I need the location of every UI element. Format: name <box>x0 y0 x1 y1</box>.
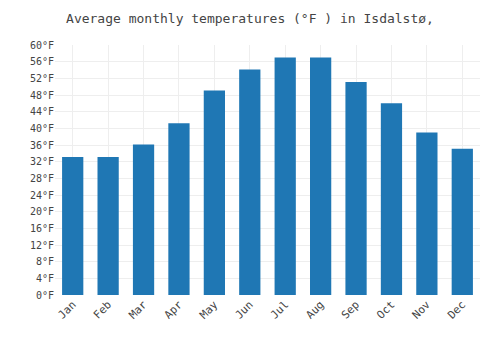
svg-text:40°F: 40°F <box>30 123 54 134</box>
svg-text:44°F: 44°F <box>30 106 54 117</box>
svg-text:May: May <box>197 298 221 322</box>
svg-text:Jan: Jan <box>55 298 78 321</box>
svg-text:4°F: 4°F <box>36 273 54 284</box>
svg-text:52°F: 52°F <box>30 73 54 84</box>
svg-text:Jul: Jul <box>268 298 291 321</box>
svg-text:Apr: Apr <box>162 298 186 322</box>
svg-text:8°F: 8°F <box>36 256 54 267</box>
svg-text:Feb: Feb <box>91 298 114 321</box>
svg-text:32°F: 32°F <box>30 156 54 167</box>
svg-text:Sep: Sep <box>339 298 362 321</box>
svg-text:16°F: 16°F <box>30 223 54 234</box>
svg-text:36°F: 36°F <box>30 140 54 151</box>
svg-text:20°F: 20°F <box>30 206 54 217</box>
svg-text:48°F: 48°F <box>30 90 54 101</box>
svg-text:Jun: Jun <box>233 298 256 321</box>
svg-text:Mar: Mar <box>126 298 150 322</box>
svg-text:Nov: Nov <box>410 298 434 322</box>
svg-text:24°F: 24°F <box>30 190 54 201</box>
svg-text:28°F: 28°F <box>30 173 54 184</box>
svg-text:Dec: Dec <box>445 298 468 321</box>
svg-text:Oct: Oct <box>374 298 397 321</box>
svg-text:12°F: 12°F <box>30 240 54 251</box>
svg-text:0°F: 0°F <box>36 290 54 301</box>
svg-text:60°F: 60°F <box>30 40 54 51</box>
svg-text:Average monthly temperatures (: Average monthly temperatures (°F ) in Is… <box>66 11 434 26</box>
svg-text:56°F: 56°F <box>30 56 54 67</box>
svg-text:Aug: Aug <box>303 298 326 321</box>
